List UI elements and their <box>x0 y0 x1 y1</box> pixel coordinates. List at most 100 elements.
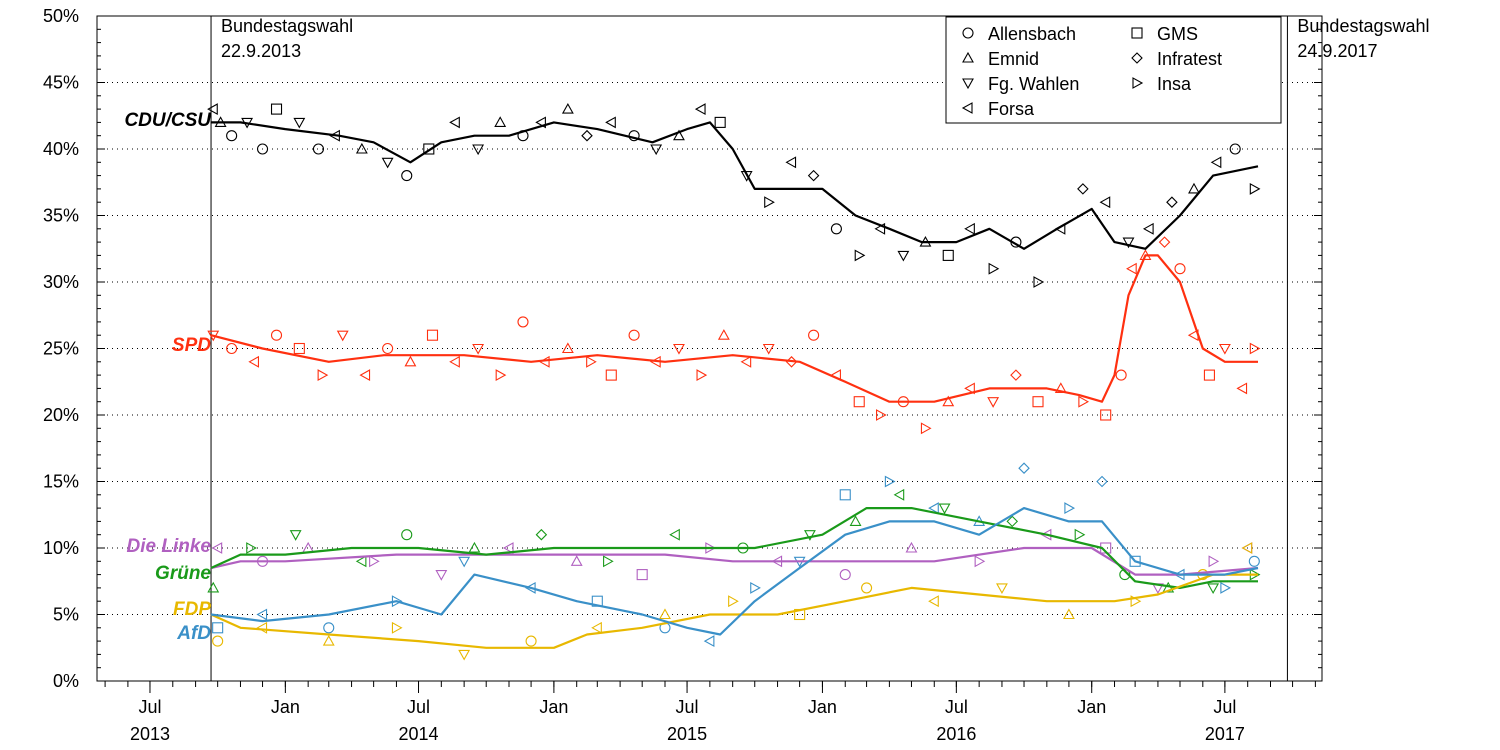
poll-point <box>1249 182 1261 195</box>
election-date: 22.9.2013 <box>221 41 301 61</box>
poll-point <box>803 530 816 541</box>
poll-point <box>853 396 865 408</box>
legend-marker <box>962 78 974 90</box>
legend-marker <box>961 102 973 114</box>
poll-point <box>524 581 536 594</box>
poll-point <box>928 595 939 608</box>
poll-point <box>764 196 775 209</box>
poll-point <box>1129 555 1141 567</box>
poll-point <box>369 555 380 568</box>
poll-point <box>1142 222 1154 235</box>
poll-point <box>401 529 413 541</box>
poll-point <box>1218 343 1231 355</box>
poll-point <box>964 222 975 235</box>
x-tick-month: Jul <box>407 697 430 717</box>
poll-point <box>1018 462 1030 474</box>
poll-point <box>472 343 485 355</box>
poll-point <box>1064 502 1076 515</box>
poll-point <box>525 635 537 647</box>
poll-point <box>458 556 471 568</box>
poll-point <box>212 622 224 634</box>
poll-point <box>270 103 283 115</box>
election-label: Bundestagswahl <box>221 16 353 36</box>
legend-label: GMS <box>1157 24 1198 44</box>
poll-point <box>1249 342 1261 355</box>
legend-marker <box>962 51 974 63</box>
poll-point <box>359 369 371 382</box>
poll-point <box>502 542 514 554</box>
poll-point <box>401 170 413 182</box>
y-tick-label: 40% <box>43 139 79 159</box>
poll-point <box>1158 236 1171 248</box>
poll-point <box>472 144 485 156</box>
poll-point <box>905 541 918 553</box>
poll-point <box>256 621 268 634</box>
poll-point <box>1096 475 1108 488</box>
poll-point <box>1078 395 1090 408</box>
poll-point <box>535 116 546 129</box>
poll-point <box>312 143 325 155</box>
event-lines: Bundestagswahl 22.9.2013 Bundestagswahl 24.… <box>210 16 1430 681</box>
poll-point <box>861 582 873 594</box>
legend-label: Forsa <box>988 99 1035 119</box>
poll-point <box>538 355 550 368</box>
poll-point <box>1032 396 1044 408</box>
data-points <box>207 102 1261 661</box>
x-tick-year: 2013 <box>130 724 170 744</box>
y-axis: 0% 5% 10% 15% 20% 25% 30% 35% 40% 45% 50% <box>43 6 1322 691</box>
poll-point <box>673 343 685 355</box>
poll-point <box>561 342 574 354</box>
trend-line <box>211 121 1259 250</box>
poll-point <box>1122 237 1135 249</box>
poll-point <box>382 342 394 355</box>
x-tick-month: Jul <box>1213 697 1236 717</box>
y-tick-label: 0% <box>53 671 79 691</box>
poll-point <box>1241 542 1253 554</box>
series-label: AfD <box>176 623 211 644</box>
poll-point <box>673 129 685 141</box>
x-tick-month: Jan <box>1077 697 1106 717</box>
poll-point <box>605 369 617 381</box>
poll-point <box>928 502 939 515</box>
poll-point <box>1220 581 1232 594</box>
poll-point <box>391 621 403 634</box>
poll-point <box>740 171 753 182</box>
poll-point <box>942 395 955 407</box>
x-tick-month: Jul <box>676 697 699 717</box>
trend-lines <box>210 121 1259 649</box>
y-tick-label: 35% <box>43 206 79 226</box>
election-label: Bundestagswahl <box>1297 16 1429 36</box>
x-tick-year: 2015 <box>667 724 707 744</box>
poll-point <box>355 142 368 154</box>
y-grid <box>97 82 1322 615</box>
y-tick-label: 15% <box>43 472 79 492</box>
poll-point <box>920 422 932 435</box>
x-tick-month: Jul <box>138 697 161 717</box>
plot-frame <box>96 15 1323 682</box>
y-tick-label: 10% <box>43 538 79 558</box>
poll-point <box>839 569 851 581</box>
poll-point <box>207 581 220 593</box>
x-tick-year: 2014 <box>398 724 438 744</box>
poll-point <box>974 555 986 568</box>
poll-point <box>581 129 593 142</box>
poll-point <box>1074 528 1086 541</box>
poll-point <box>1210 156 1222 169</box>
poll-point <box>1203 369 1215 381</box>
poll-point <box>212 635 224 647</box>
poll-point <box>1100 409 1112 421</box>
poll-point <box>494 116 507 127</box>
poll-point <box>1207 583 1220 595</box>
x-tick-month: Jan <box>271 697 300 717</box>
poll-point <box>938 503 951 515</box>
poll-point <box>807 169 820 182</box>
series-label: FDP <box>173 599 211 620</box>
poll-point <box>1166 196 1178 208</box>
x-axis: Jul 2013 Jan Jul 2014 Jan Jul 2015 Jan Jul 2016 Jan… <box>104 681 1316 744</box>
poll-point <box>1188 182 1200 194</box>
trend-line <box>210 546 1259 576</box>
poll-point <box>603 555 614 568</box>
y-tick-label: 5% <box>53 605 79 625</box>
legend: Allensbach Emnid Fg. Wahlen Forsa GMS Infrate… <box>945 16 1282 124</box>
y-tick-label: 20% <box>43 405 79 425</box>
